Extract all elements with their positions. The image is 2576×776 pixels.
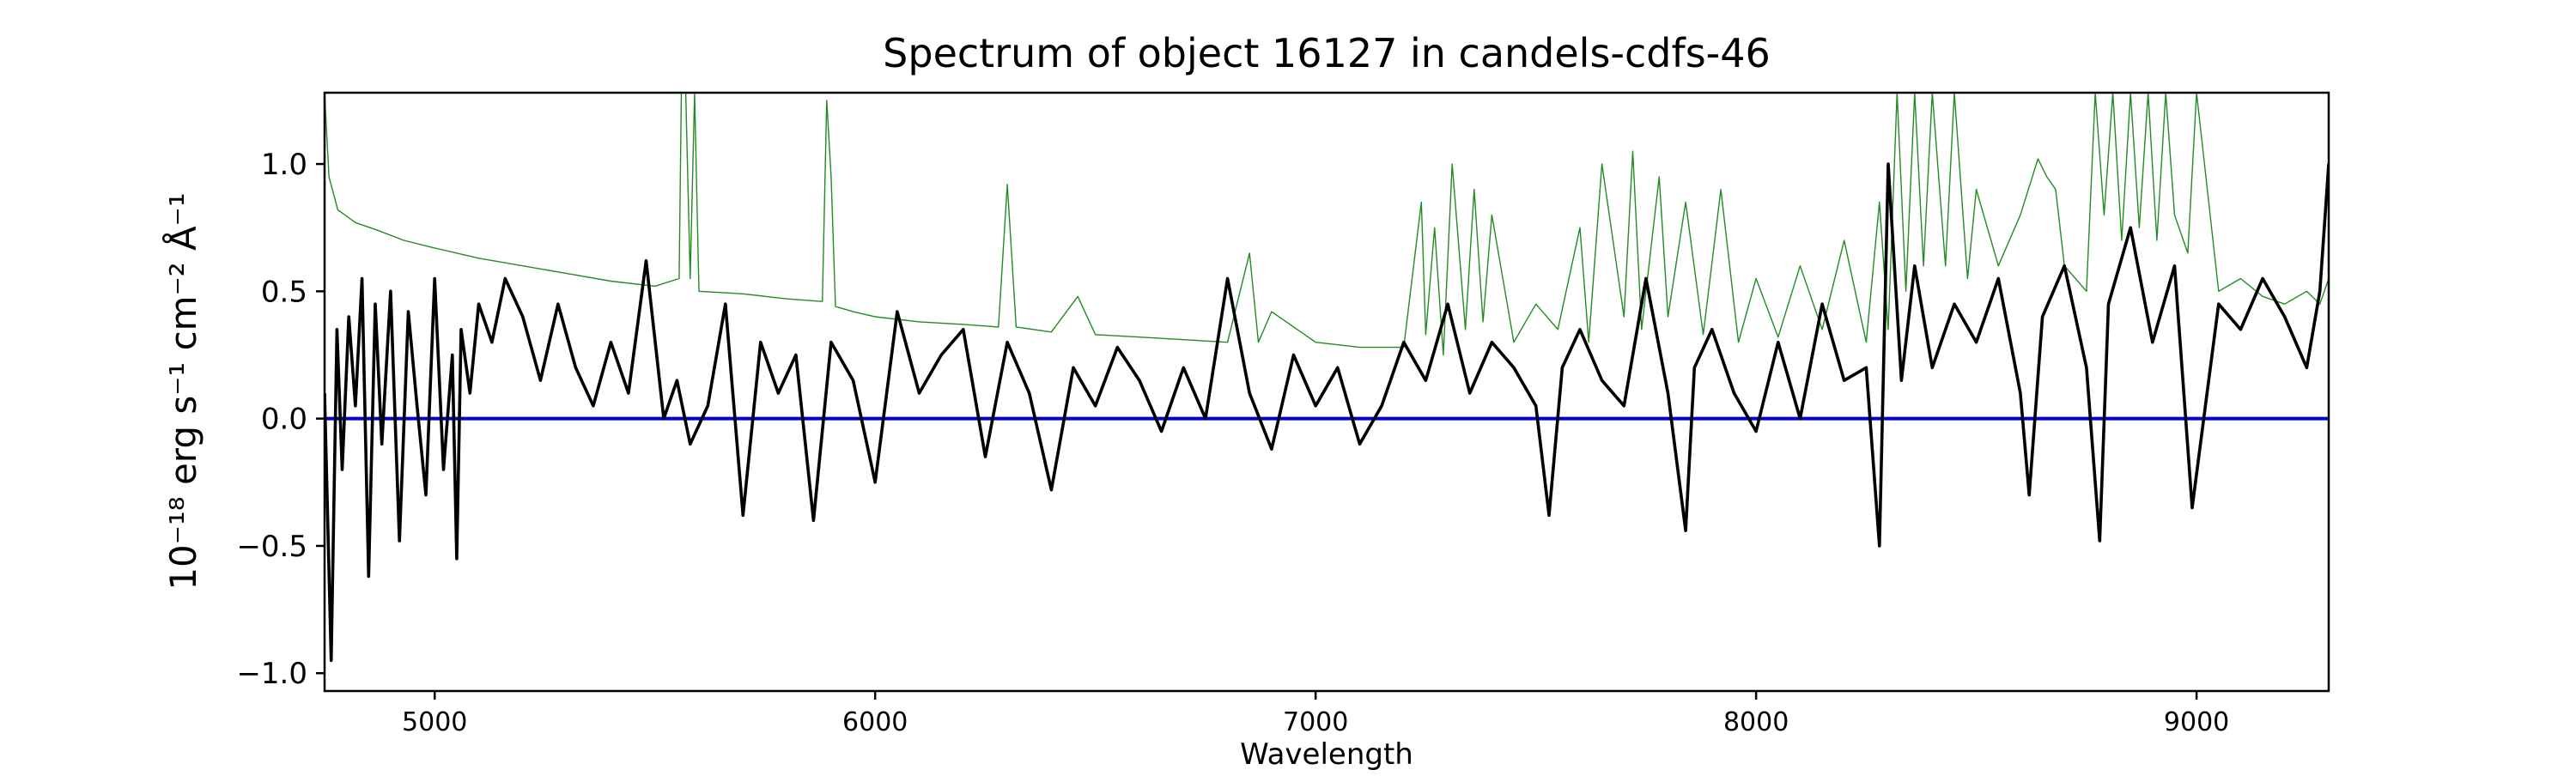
y-tick-label: 0.5 — [261, 275, 307, 309]
y-axis-label: 10⁻¹⁸ erg s⁻¹ cm⁻² Å⁻¹ — [161, 192, 204, 590]
x-axis: 5000 6000 7000 8000 9000 — [402, 691, 2229, 737]
chart-title: Spectrum of object 16127 in candels-cdfs… — [883, 30, 1771, 76]
series-noise-line — [325, 93, 2329, 356]
y-tick-label: 0.0 — [261, 403, 307, 437]
x-tick-label: 8000 — [1723, 707, 1789, 737]
plot-area — [323, 91, 2330, 693]
y-tick-label: −0.5 — [236, 530, 307, 564]
x-tick-label: 9000 — [2164, 707, 2229, 737]
x-tick-label: 5000 — [402, 707, 467, 737]
series-flux-line — [325, 162, 2329, 663]
x-tick-label: 7000 — [1283, 707, 1348, 737]
y-tick-label: −1.0 — [236, 657, 307, 691]
x-tick-label: 6000 — [842, 707, 908, 737]
y-tick-label: 1.0 — [261, 148, 307, 182]
y-axis: −1.0 −0.5 0.0 0.5 1.0 — [236, 148, 325, 691]
series-layer — [325, 93, 2329, 663]
plot-frame — [323, 91, 2330, 693]
x-axis-label: Wavelength — [1240, 737, 1413, 772]
